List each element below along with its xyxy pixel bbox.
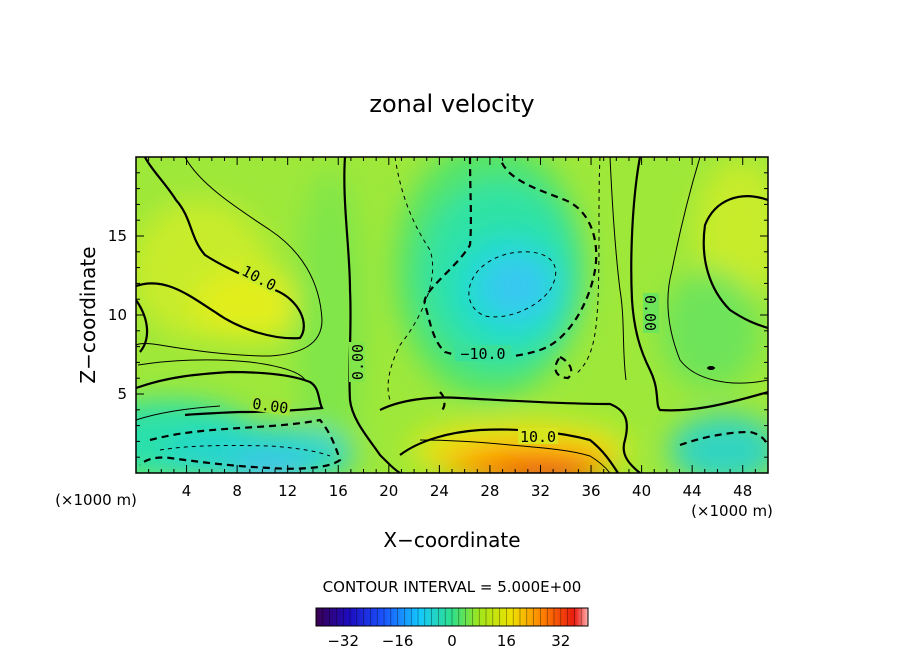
y-tick-label: 15 bbox=[108, 227, 127, 245]
x-tick-label: 16 bbox=[329, 482, 348, 500]
colorbar-tick-label: −32 bbox=[327, 632, 359, 650]
x-tick-label: 28 bbox=[480, 482, 499, 500]
y-tick-label: 5 bbox=[117, 385, 127, 403]
contour-label: 0.00 bbox=[641, 295, 659, 331]
x-tick-label: 36 bbox=[581, 482, 600, 500]
contour-interval-text: CONTOUR INTERVAL = 5.000E+00 bbox=[323, 578, 582, 596]
x-tick-label: 48 bbox=[733, 482, 752, 500]
x-tick-label: 12 bbox=[278, 482, 297, 500]
x-axis-label: X−coordinate bbox=[383, 528, 520, 552]
chart-title: zonal velocity bbox=[369, 90, 534, 118]
colorbar-tick-label: −16 bbox=[382, 632, 414, 650]
x-unit-label-right: (×1000 m) bbox=[691, 502, 773, 520]
x-tick-label: 20 bbox=[379, 482, 398, 500]
contour-label: 10.0 bbox=[520, 428, 556, 446]
contour-dot bbox=[707, 366, 715, 370]
contour-label: 0.00 bbox=[251, 395, 289, 418]
colorbar-tick-label: 16 bbox=[497, 632, 516, 650]
x-tick-label: 4 bbox=[182, 482, 192, 500]
contour-labels: 10.0 0.00 0.00 −10.0 0.00 10.0 bbox=[237, 260, 659, 446]
colorbar-tick-label: 0 bbox=[447, 632, 457, 650]
contour-label: 0.00 bbox=[349, 344, 367, 380]
colorbar-tick-label: 32 bbox=[551, 632, 570, 650]
x-tick-label: 32 bbox=[531, 482, 550, 500]
x-tick-label: 44 bbox=[683, 482, 702, 500]
y-axis-ticks: 5 10 15 bbox=[108, 172, 768, 458]
x-tick-label: 40 bbox=[632, 482, 651, 500]
x-axis-ticks: 4 8 12 16 20 24 28 32 36 40 44 48 bbox=[148, 157, 756, 500]
colorbar-ticks: −32 −16 0 16 32 bbox=[322, 608, 582, 650]
y-tick-label: 10 bbox=[108, 306, 127, 324]
colorbar: −32 −16 0 16 32 bbox=[315, 607, 589, 650]
x-unit-label-left: (×1000 m) bbox=[55, 491, 137, 509]
velocity-field bbox=[136, 157, 768, 473]
x-tick-label: 24 bbox=[430, 482, 449, 500]
x-tick-label: 8 bbox=[232, 482, 242, 500]
contour-label: −10.0 bbox=[460, 345, 505, 363]
y-axis-label: Z−coordinate bbox=[76, 246, 100, 383]
